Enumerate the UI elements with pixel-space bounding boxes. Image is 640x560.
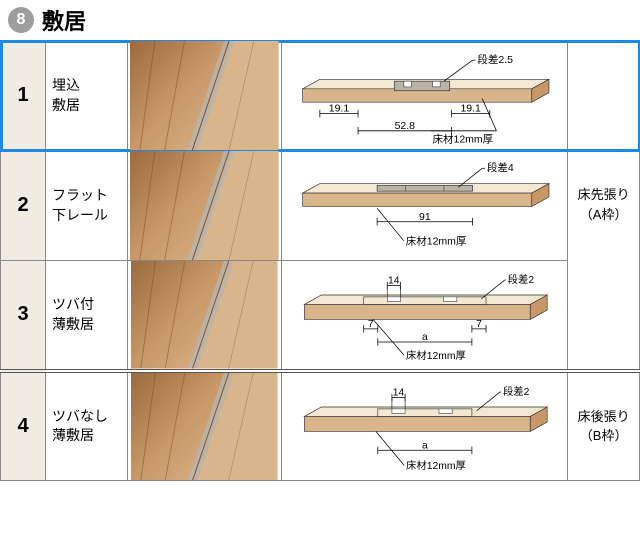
- svg-text:14: 14: [392, 387, 404, 398]
- svg-text:7: 7: [367, 319, 373, 330]
- row-number: 4: [1, 371, 46, 481]
- table-row: 4ツバなし薄敷居 14: [1, 371, 640, 481]
- cross-section-diagram: 14 段差2 7 a 7 床材12mm厚: [284, 263, 566, 367]
- table-row: 2フラット下レール 段差4: [1, 151, 640, 261]
- row-number: 2: [1, 151, 46, 261]
- photo-thumb: [128, 373, 281, 481]
- svg-text:52.8: 52.8: [394, 120, 415, 132]
- svg-text:19.1: 19.1: [460, 103, 481, 115]
- diagram-cell: 14 段差2 7 a 7 床材12mm厚: [281, 261, 568, 371]
- svg-text:14: 14: [388, 276, 400, 287]
- row-name: 埋込敷居: [46, 41, 128, 151]
- cross-section-diagram: 14 段差2 a 床材12mm厚: [284, 375, 566, 479]
- photo-thumb: [128, 151, 281, 260]
- section-badge: 8: [8, 7, 34, 33]
- svg-text:段差2: 段差2: [503, 384, 530, 397]
- svg-text:7: 7: [476, 319, 482, 330]
- photo-cell: [127, 41, 281, 151]
- cross-section-diagram: 段差2.5 19.1 19.1 52.8 床材12mm厚: [284, 43, 566, 148]
- photo-cell: [127, 261, 281, 371]
- section-title: 敷居: [42, 4, 86, 36]
- row-number: 1: [1, 41, 46, 151]
- svg-text:段差2: 段差2: [507, 273, 534, 286]
- side-label-b: 床後張り（B枠）: [568, 371, 640, 481]
- photo-cell: [127, 151, 281, 261]
- section-header: 8 敷居: [0, 0, 640, 40]
- row-name: フラット下レール: [46, 151, 128, 261]
- svg-text:床材12mm厚: 床材12mm厚: [406, 459, 466, 472]
- photo-thumb: [128, 41, 281, 150]
- svg-text:床材12mm厚: 床材12mm厚: [432, 132, 493, 145]
- diagram-cell: 14 段差2 a 床材12mm厚: [281, 371, 568, 481]
- diagram-cell: 段差2.5 19.1 19.1 52.8 床材12mm厚: [281, 41, 568, 151]
- side-label-a: 床先張り（A枠）: [568, 41, 640, 371]
- row-name: ツバなし薄敷居: [46, 371, 128, 481]
- row-number: 3: [1, 261, 46, 371]
- cross-section-diagram: 段差4 91 床材12mm厚: [284, 153, 566, 258]
- svg-text:a: a: [422, 332, 428, 343]
- row-name: ツバ付薄敷居: [46, 261, 128, 371]
- svg-text:91: 91: [419, 211, 431, 223]
- photo-thumb: [128, 261, 281, 369]
- svg-text:a: a: [422, 440, 428, 451]
- table-row: 1埋込敷居 段差2.5: [1, 41, 640, 151]
- diagram-cell: 段差4 91 床材12mm厚: [281, 151, 568, 261]
- svg-text:段差4: 段差4: [486, 161, 513, 174]
- svg-text:19.1: 19.1: [328, 103, 349, 115]
- svg-text:床材12mm厚: 床材12mm厚: [405, 235, 466, 248]
- photo-cell: [127, 371, 281, 481]
- svg-text:床材12mm厚: 床材12mm厚: [406, 349, 466, 362]
- table-row: 3ツバ付薄敷居 14: [1, 261, 640, 371]
- svg-text:段差2.5: 段差2.5: [477, 53, 513, 66]
- shikii-table: 1埋込敷居 段差2.5: [0, 40, 640, 481]
